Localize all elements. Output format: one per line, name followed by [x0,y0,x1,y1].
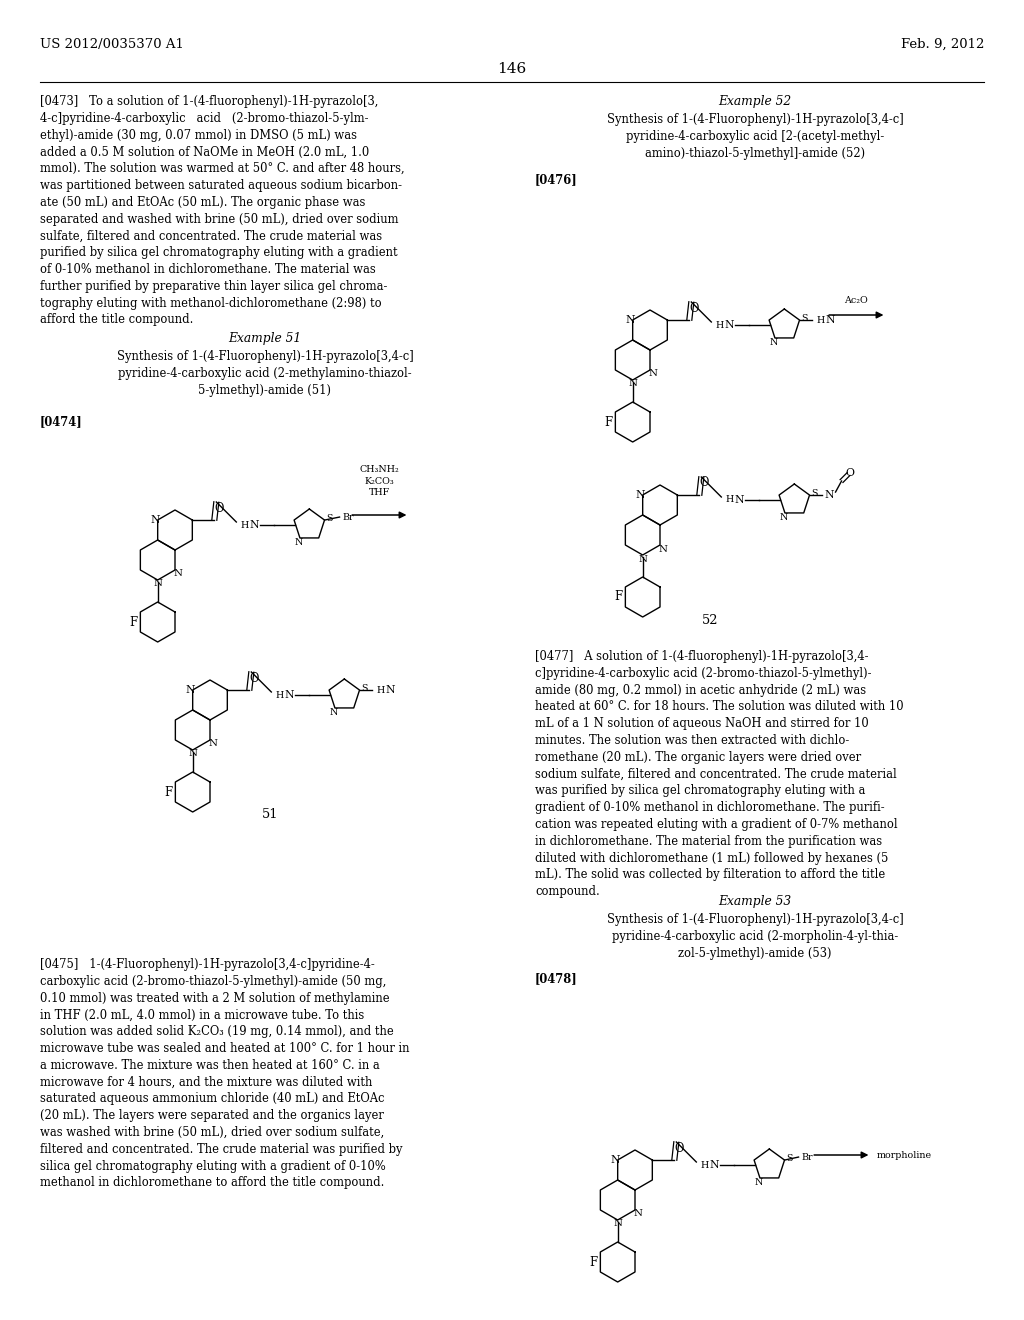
Text: H: H [377,685,385,694]
Text: N: N [188,750,198,759]
Text: O: O [845,469,854,478]
Text: N: N [295,539,303,548]
Text: 52: 52 [701,614,718,627]
Text: N: N [285,690,294,700]
Text: S: S [786,1154,793,1163]
Text: N: N [725,319,734,330]
Text: [0473]   To a solution of 1-(4-fluorophenyl)-1H-pyrazolo[3,
4-c]pyridine-4-carbo: [0473] To a solution of 1-(4-fluoropheny… [40,95,404,326]
Text: N: N [209,739,217,748]
Text: Example 52: Example 52 [719,95,792,108]
Text: S: S [361,684,368,693]
Text: N: N [330,709,338,718]
Text: F: F [614,590,623,603]
Text: US 2012/0035370 A1: US 2012/0035370 A1 [40,38,184,51]
Text: N: N [628,380,637,388]
Text: S: S [327,513,333,523]
Text: Synthesis of 1-(4-Fluorophenyl)-1H-pyrazolo[3,4-c]
pyridine-4-carboxylic acid [2: Synthesis of 1-(4-Fluorophenyl)-1H-pyraz… [606,114,903,160]
Text: H: H [700,1160,709,1170]
Text: [0474]: [0474] [40,414,83,428]
Text: O: O [699,477,709,490]
Text: Synthesis of 1-(4-Fluorophenyl)-1H-pyrazolo[3,4-c]
pyridine-4-carboxylic acid (2: Synthesis of 1-(4-Fluorophenyl)-1H-pyraz… [117,350,414,397]
Text: Br: Br [343,512,354,521]
Text: H: H [275,690,284,700]
Text: N: N [250,520,259,531]
Text: [0477]   A solution of 1-(4-fluorophenyl)-1H-pyrazolo[3,4-
c]pyridine-4-carboxyl: [0477] A solution of 1-(4-fluorophenyl)-… [535,649,903,898]
Text: H: H [725,495,733,504]
Text: F: F [604,416,612,429]
Text: N: N [824,490,835,500]
Text: Example 51: Example 51 [228,333,301,345]
Text: N: N [611,1155,621,1166]
Text: N: N [779,513,788,523]
Text: N: N [173,569,182,578]
Text: 51: 51 [262,808,279,821]
Text: S: S [811,488,818,498]
Text: H: H [816,315,824,325]
Text: N: N [386,685,395,696]
Text: N: N [648,370,657,379]
Text: F: F [590,1255,598,1269]
Text: O: O [215,502,224,515]
Text: N: N [151,515,161,525]
Text: [0478]: [0478] [535,972,578,985]
Text: F: F [130,615,138,628]
Text: O: O [689,301,699,314]
Text: N: N [734,495,744,506]
Text: [0475]   1-(4-Fluorophenyl)-1H-pyrazolo[3,4-c]pyridine-4-
carboxylic acid (2-bro: [0475] 1-(4-Fluorophenyl)-1H-pyrazolo[3,… [40,958,410,1189]
Text: [0476]: [0476] [535,173,578,186]
Text: N: N [154,579,162,589]
Text: O: O [675,1142,684,1155]
Text: N: N [825,315,836,325]
Text: Feb. 9, 2012: Feb. 9, 2012 [901,38,984,51]
Text: N: N [770,338,778,347]
Text: F: F [165,785,173,799]
Text: Ac₂O: Ac₂O [845,296,868,305]
Text: H: H [715,321,723,330]
Text: S: S [802,314,808,322]
Text: N: N [658,544,668,553]
Text: Br: Br [802,1152,813,1162]
Text: N: N [634,1209,642,1218]
Text: N: N [636,490,645,500]
Text: CH₃NH₂
K₂CO₃
THF: CH₃NH₂ K₂CO₃ THF [359,465,399,498]
Text: morpholine: morpholine [877,1151,932,1159]
Text: 146: 146 [498,62,526,77]
Text: H: H [241,520,249,529]
Text: Synthesis of 1-(4-Fluorophenyl)-1H-pyrazolo[3,4-c]
pyridine-4-carboxylic acid (2: Synthesis of 1-(4-Fluorophenyl)-1H-pyraz… [606,913,903,960]
Text: O: O [250,672,259,685]
Text: N: N [186,685,196,696]
Text: N: N [710,1160,719,1170]
Text: N: N [626,315,636,325]
Text: Example 53: Example 53 [719,895,792,908]
Text: N: N [755,1179,763,1188]
Text: N: N [613,1220,623,1229]
Text: N: N [638,554,647,564]
